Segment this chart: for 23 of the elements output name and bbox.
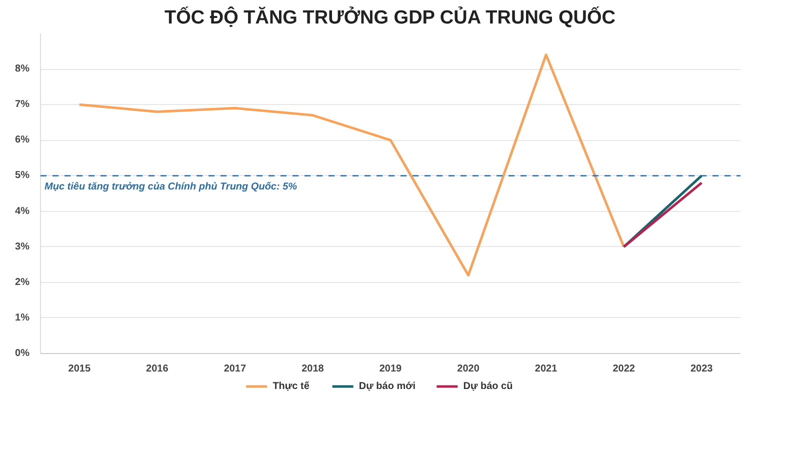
y-tick-label: 1% bbox=[15, 312, 30, 324]
y-tick-label: 6% bbox=[15, 134, 30, 146]
x-tick-label: 2015 bbox=[68, 364, 91, 374]
x-tick-label: 2021 bbox=[534, 364, 558, 374]
y-tick-label: 7% bbox=[15, 99, 30, 110]
legend-label: Thực tế bbox=[272, 381, 310, 392]
x-tick-label: 2016 bbox=[146, 364, 169, 374]
y-tick-label: 0% bbox=[15, 348, 30, 359]
x-tick-label: 2018 bbox=[302, 364, 324, 374]
x-tick-label: 2019 bbox=[379, 364, 402, 374]
ref-line-label: Mục tiêu tăng trưởng của Chính phủ Trung Quốc: 5% bbox=[44, 182, 298, 193]
y-tick-label: 2% bbox=[15, 276, 30, 288]
legend-label: Dự báo mới bbox=[358, 381, 416, 392]
y-tick-label: 3% bbox=[15, 241, 30, 252]
x-tick-label: 2022 bbox=[612, 364, 636, 374]
x-tick-label: 2020 bbox=[457, 364, 480, 374]
x-tick-label: 2017 bbox=[224, 364, 247, 374]
y-tick-label: 5% bbox=[15, 170, 30, 182]
chart-title: TỐC ĐỘ TĂNG TRƯỞNG GDP CỦA TRUNG QUỐC bbox=[164, 6, 616, 28]
y-tick-label: 8% bbox=[15, 64, 30, 75]
x-tick-label: 2023 bbox=[690, 364, 714, 374]
y-tick-label: 4% bbox=[15, 206, 30, 217]
legend-label: Dự báo cũ bbox=[463, 381, 513, 392]
